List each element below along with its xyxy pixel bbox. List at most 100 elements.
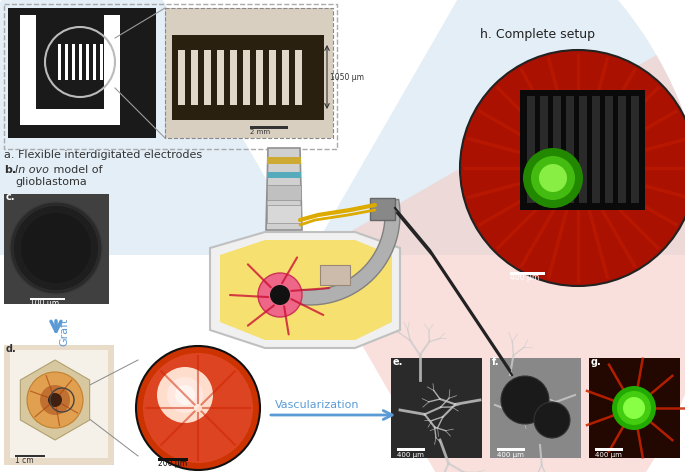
Circle shape xyxy=(539,164,567,192)
Polygon shape xyxy=(310,0,685,255)
Circle shape xyxy=(534,402,570,438)
Circle shape xyxy=(14,206,98,290)
Circle shape xyxy=(143,353,253,463)
Bar xyxy=(618,96,626,203)
Bar xyxy=(65,44,68,80)
Circle shape xyxy=(617,391,651,425)
Bar xyxy=(267,185,301,200)
Bar xyxy=(158,458,188,461)
Bar xyxy=(93,44,97,80)
Bar xyxy=(100,44,103,80)
Bar xyxy=(10,350,108,458)
Text: 400 μm: 400 μm xyxy=(497,452,524,458)
Text: b.: b. xyxy=(4,165,16,175)
Bar xyxy=(566,96,574,203)
Bar xyxy=(165,8,333,138)
Bar xyxy=(178,50,185,105)
Text: 400 μm: 400 μm xyxy=(397,452,424,458)
Bar xyxy=(20,15,36,125)
Text: f.: f. xyxy=(492,357,499,367)
Text: 2 mm: 2 mm xyxy=(250,129,270,135)
Circle shape xyxy=(623,397,645,419)
Bar xyxy=(295,50,302,105)
Bar xyxy=(282,50,289,105)
Text: 100 μm: 100 μm xyxy=(30,299,59,308)
Bar xyxy=(595,448,623,450)
Bar xyxy=(4,4,337,149)
Text: model of: model of xyxy=(50,165,103,175)
Bar xyxy=(36,15,104,109)
Bar xyxy=(86,44,90,80)
Text: Vascularization: Vascularization xyxy=(275,400,360,410)
Bar xyxy=(370,198,395,220)
Bar xyxy=(527,96,535,203)
Circle shape xyxy=(10,202,102,294)
Bar xyxy=(172,35,324,120)
Bar xyxy=(104,15,120,125)
Circle shape xyxy=(136,346,260,470)
Text: h. Complete setup: h. Complete setup xyxy=(480,28,595,41)
Circle shape xyxy=(21,213,91,283)
Text: a. Flexible interdigitated electrodes: a. Flexible interdigitated electrodes xyxy=(4,150,202,160)
Bar xyxy=(243,50,250,105)
Circle shape xyxy=(501,376,549,424)
Text: In ovo: In ovo xyxy=(15,165,49,175)
Circle shape xyxy=(167,377,203,413)
Text: c.: c. xyxy=(6,192,16,202)
Bar xyxy=(250,126,288,128)
Bar xyxy=(553,96,561,203)
Polygon shape xyxy=(0,0,310,255)
Polygon shape xyxy=(21,360,90,440)
Text: Graft: Graft xyxy=(59,318,69,346)
Bar xyxy=(217,50,224,105)
Bar xyxy=(592,96,600,203)
Text: 400 μm: 400 μm xyxy=(510,273,539,282)
Bar xyxy=(256,50,263,105)
Bar xyxy=(510,272,545,275)
Bar xyxy=(267,172,301,178)
Text: glioblastoma: glioblastoma xyxy=(15,177,87,187)
Bar xyxy=(72,44,75,80)
Bar xyxy=(579,96,587,203)
Circle shape xyxy=(531,156,575,200)
Circle shape xyxy=(175,385,195,405)
Circle shape xyxy=(270,285,290,305)
Text: 1050 μm: 1050 μm xyxy=(330,73,364,82)
Polygon shape xyxy=(520,90,645,210)
Bar xyxy=(191,50,198,105)
Text: 200 μm: 200 μm xyxy=(158,459,187,468)
Text: g.: g. xyxy=(591,357,601,367)
Bar xyxy=(391,358,482,458)
Bar xyxy=(15,455,45,457)
Text: e.: e. xyxy=(393,357,403,367)
Bar xyxy=(79,44,82,80)
Polygon shape xyxy=(266,148,302,230)
Polygon shape xyxy=(295,199,400,305)
Text: d.: d. xyxy=(6,344,16,354)
Text: 400 μm: 400 μm xyxy=(595,452,622,458)
Circle shape xyxy=(48,393,62,407)
Text: ++ 50 μm: ++ 50 μm xyxy=(25,119,62,125)
Bar xyxy=(204,50,211,105)
Bar xyxy=(230,50,237,105)
Circle shape xyxy=(460,50,685,286)
Bar xyxy=(8,8,156,138)
Circle shape xyxy=(258,273,302,317)
Circle shape xyxy=(40,385,70,415)
Circle shape xyxy=(157,367,213,423)
Bar xyxy=(20,109,120,125)
Polygon shape xyxy=(310,55,685,472)
Bar xyxy=(490,358,581,458)
Circle shape xyxy=(523,148,583,208)
Bar xyxy=(605,96,613,203)
Bar xyxy=(4,194,109,304)
Circle shape xyxy=(27,372,83,428)
Bar xyxy=(165,8,333,138)
Text: 1 cm: 1 cm xyxy=(15,456,34,465)
Circle shape xyxy=(612,386,656,430)
Bar xyxy=(320,265,350,285)
Bar xyxy=(631,96,639,203)
Bar xyxy=(267,157,301,164)
Bar xyxy=(497,448,525,450)
Bar xyxy=(589,358,680,458)
